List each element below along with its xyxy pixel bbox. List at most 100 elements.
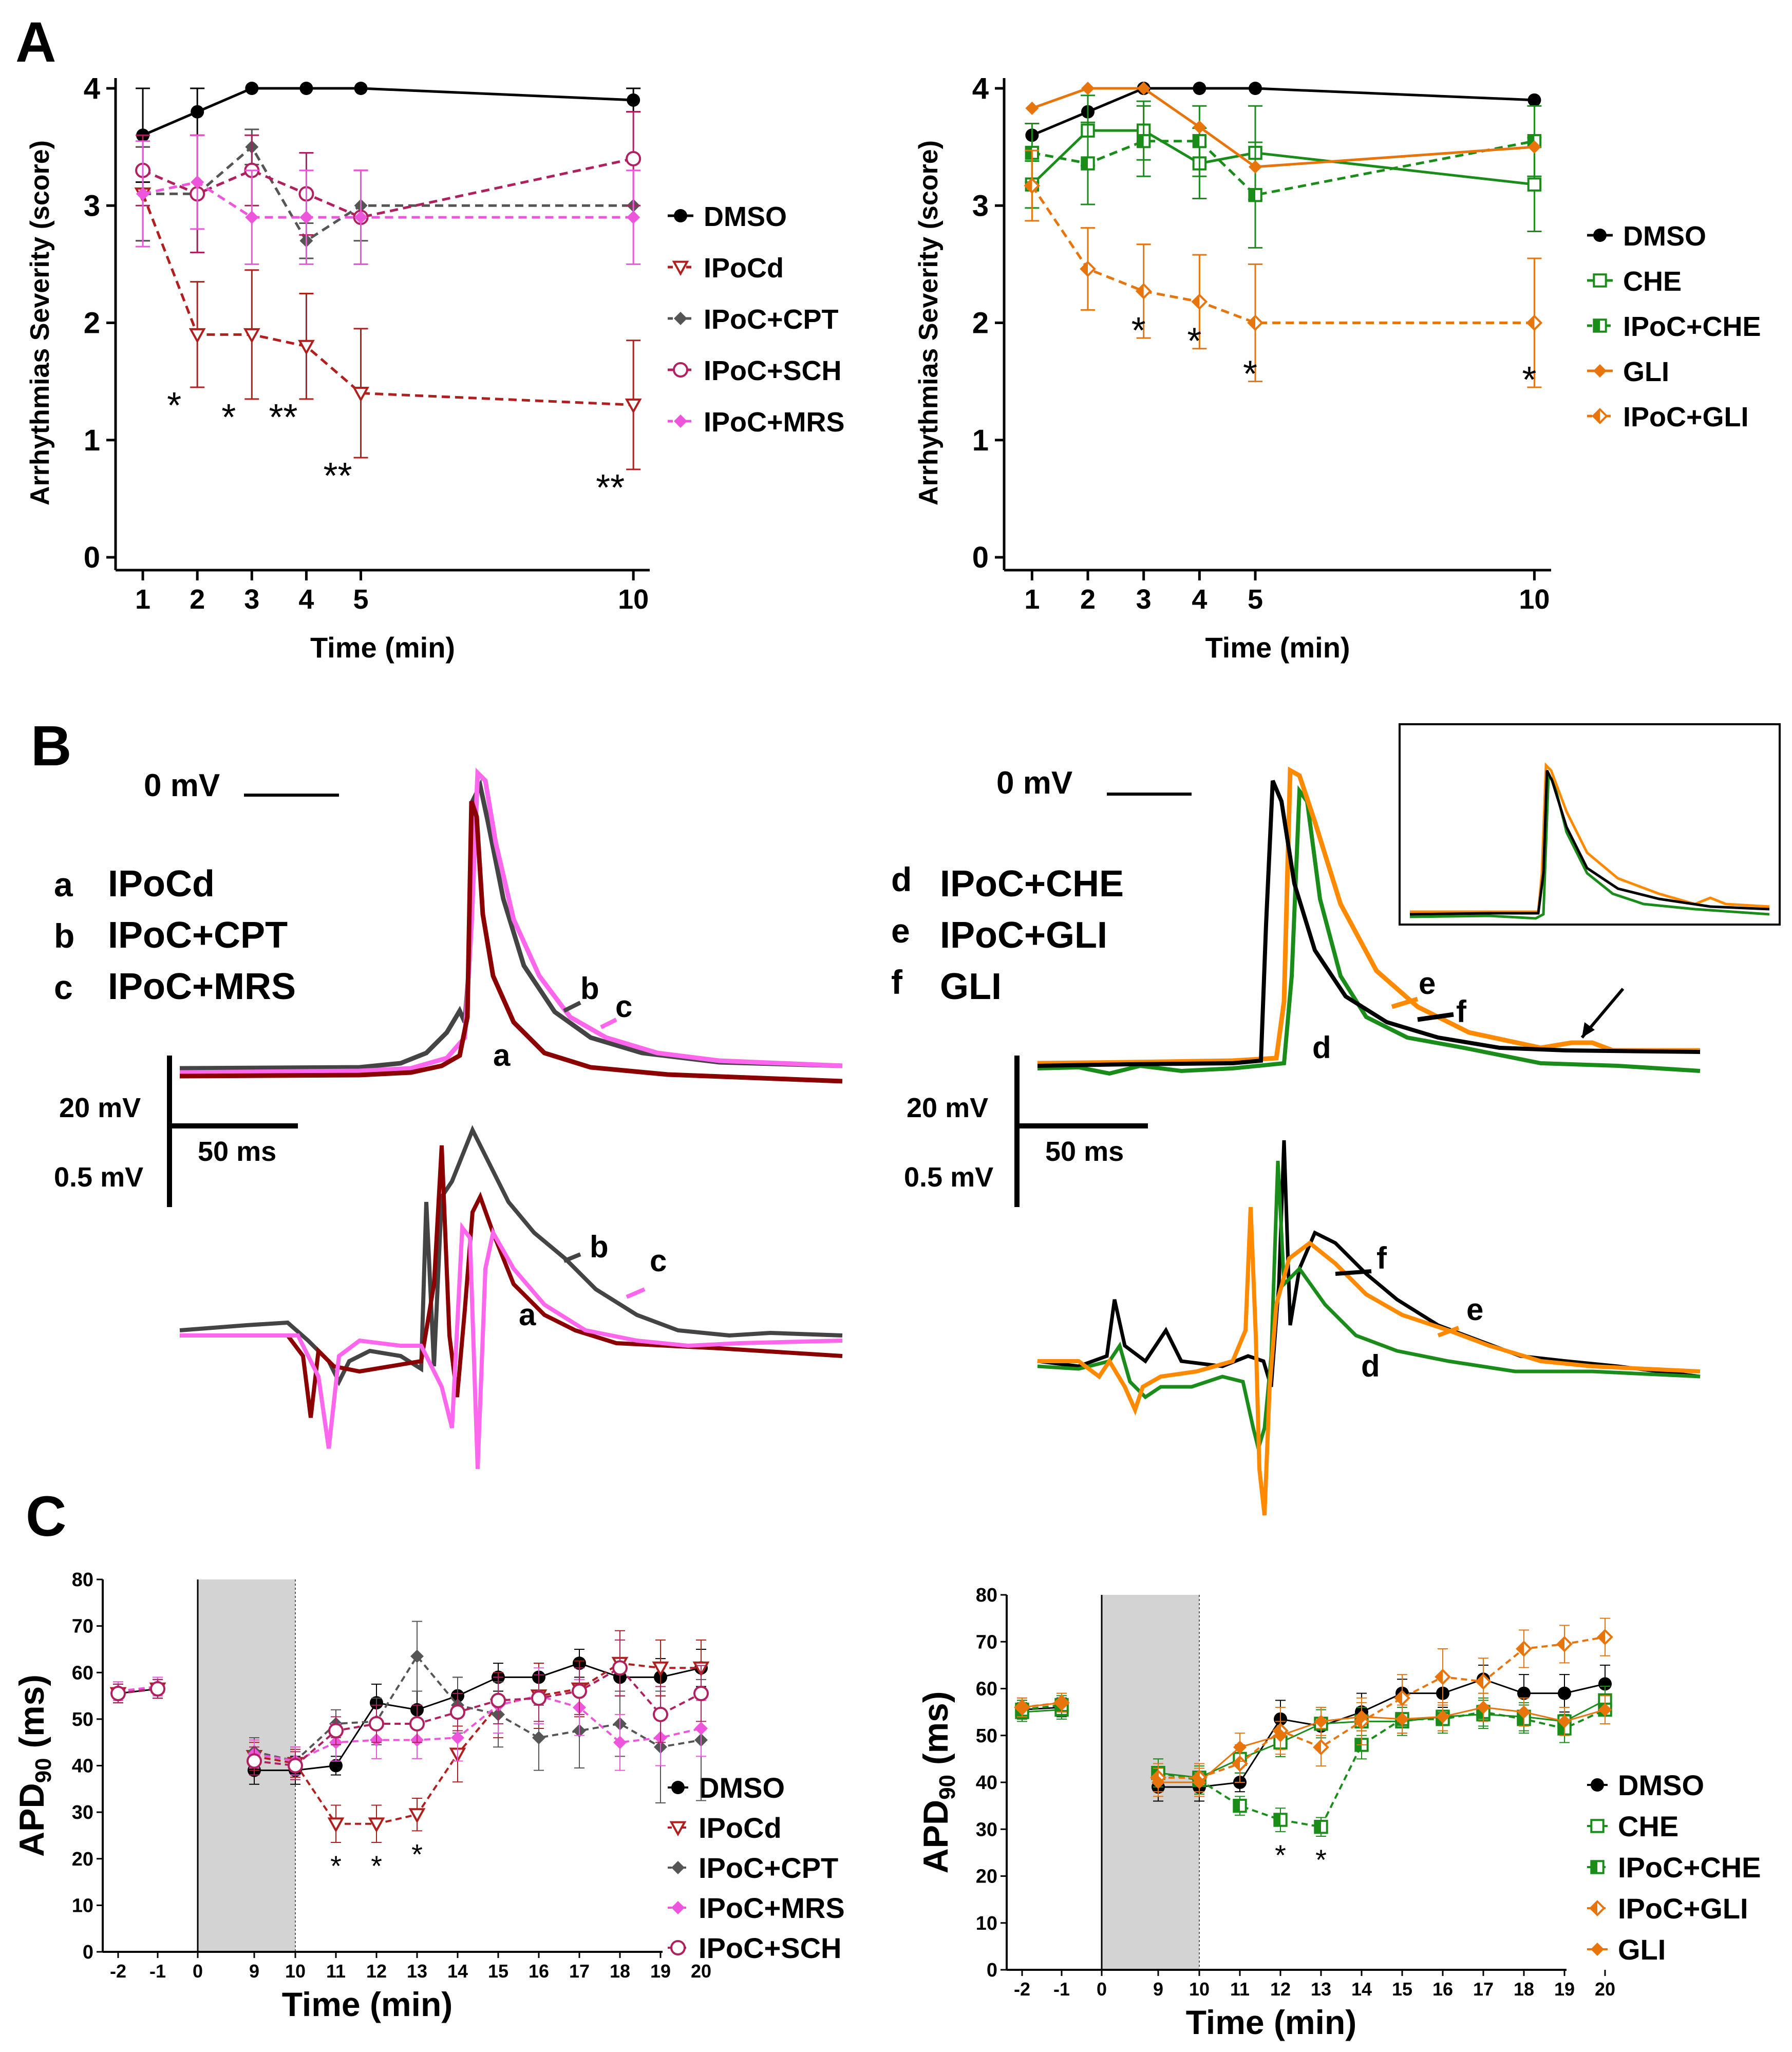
trace-ap-f <box>1037 780 1701 1068</box>
data-point-ipocgli-fill <box>1517 1642 1524 1655</box>
data-point-ipocgli-fill <box>1193 295 1200 309</box>
data-point-ipocgli <box>1597 1629 1613 1645</box>
data-point-gli <box>1233 1740 1247 1754</box>
y-tick-label: 60 <box>72 1662 93 1684</box>
significance-star: * <box>1187 321 1201 362</box>
data-point-ipocd <box>625 398 642 414</box>
significance-star: * <box>221 397 236 438</box>
legend-marker-che <box>1593 273 1607 288</box>
significance-star: * <box>371 1850 382 1882</box>
legend-label: CHE <box>1618 1810 1678 1842</box>
significance-star: * <box>1243 354 1257 395</box>
legend-item-ipocgli: IPoC+GLI <box>1587 402 1749 432</box>
x-axis-label: Time (min) <box>1205 631 1350 664</box>
legend-marker-sch <box>670 1940 686 1955</box>
trace-label-e-top: e <box>1419 966 1436 1001</box>
y-axis-label: APD90 (ms) <box>916 1691 960 1874</box>
data-point-ipocche-fill <box>1234 1799 1240 1812</box>
trace-ecg-e <box>1038 1207 1701 1516</box>
data-point-ipocche <box>1273 1813 1288 1827</box>
legend-marker-che <box>1590 1819 1605 1833</box>
x-tick-label: 10 <box>1519 584 1550 615</box>
data-point-gli <box>1055 1696 1068 1709</box>
series-mrs <box>136 134 641 265</box>
trace-tick-b-top <box>563 1001 581 1013</box>
series-line-sch <box>142 157 634 219</box>
x-tick-label: 15 <box>1392 1979 1412 2000</box>
legend-marker-gli <box>1591 1943 1604 1956</box>
data-point-sch <box>110 1686 126 1702</box>
data-point-ipocgli <box>1024 177 1041 194</box>
legend-item-che: CHE <box>1587 266 1682 297</box>
legend-label: CHE <box>1623 266 1682 297</box>
chart-c-left: 0 10 20 30 40 50 60 70 80 -2 -1 0 9 10 11 12 13 14 15 16 17 1… <box>12 1569 845 2023</box>
zero-mv-label-right: 0 mV <box>996 765 1072 801</box>
series-line-gli <box>1158 1706 1606 1783</box>
x-tick-label: 1 <box>1024 584 1040 615</box>
series-line-che <box>1031 129 1535 186</box>
trace-ap-c <box>179 767 843 1075</box>
legend-item-cpt: IPoC+CPT <box>668 304 839 335</box>
series-dmso <box>1025 82 1541 142</box>
data-point-gli <box>1249 160 1262 174</box>
trace-ecg-c <box>180 1221 843 1470</box>
data-point-ipocgli-fill <box>1314 1740 1321 1754</box>
y-tick-label: 70 <box>976 1631 997 1653</box>
series-line-dmso <box>1158 1678 1606 1788</box>
series-cpt <box>136 128 640 259</box>
legend-label: DMSO <box>1623 221 1706 252</box>
y-axis-label-sub: 90 <box>31 1758 56 1783</box>
inset-trace-f <box>1409 769 1770 916</box>
legend-marker-mrs <box>671 1901 685 1914</box>
legend-name-c: IPoC+MRS <box>108 966 296 1007</box>
significance-star: * <box>330 1850 342 1882</box>
data-point-dmso <box>1193 82 1206 95</box>
x-tick-label: -1 <box>1053 1979 1070 2000</box>
legend-label: IPoC+CHE <box>1623 311 1761 342</box>
legend-item-gli: GLI <box>1587 356 1669 387</box>
legend-marker-ipocgli-fill <box>1591 1902 1597 1915</box>
data-point-mrs <box>354 211 368 224</box>
data-point-ipocgli-fill <box>1527 316 1535 330</box>
shaded-ischemia-region <box>198 1579 295 1952</box>
x-tick-label: 5 <box>1248 584 1263 615</box>
series-line-dmso <box>254 1662 702 1772</box>
data-point-mrs <box>191 175 204 189</box>
x-tick-label: 10 <box>285 1961 306 1982</box>
data-point-ipocgli <box>1080 260 1096 277</box>
legend-item-mrs: IPoC+MRS <box>668 1892 845 1924</box>
trace-label-f-bottom: f <box>1376 1241 1387 1275</box>
series-gli <box>1015 1692 1612 1797</box>
data-point-mrs <box>299 211 313 224</box>
data-point-ipocgli-fill <box>1477 1674 1483 1688</box>
data-point-sch <box>328 1723 344 1739</box>
x-axis-label: Time (min) <box>1186 2003 1356 2041</box>
significance-star: * <box>167 385 181 426</box>
series-line-ipocgli <box>1158 1636 1606 1779</box>
series-line-ipocche <box>1031 140 1535 197</box>
legend-item-dmso: DMSO <box>1587 1769 1704 1801</box>
data-point-gli <box>1527 140 1541 154</box>
data-point-ipocgli-fill <box>1233 1757 1240 1771</box>
series-che <box>1025 95 1542 232</box>
data-point-ipocche-fill <box>1249 189 1256 201</box>
significance-star: * <box>1131 310 1146 351</box>
data-point-sch <box>288 1758 303 1774</box>
data-point-cpt <box>532 1731 545 1745</box>
scale-20mv-left: 20 mV <box>59 1093 141 1123</box>
series-line-mrs <box>142 180 634 219</box>
data-point-dmso <box>1527 93 1541 107</box>
data-point-ipocd <box>652 1661 669 1677</box>
data-point-ipocgli <box>1191 293 1208 310</box>
data-point-ipocgli <box>1516 1641 1532 1657</box>
data-point-dmso <box>354 82 368 95</box>
trace-label-c-bottom: c <box>650 1244 667 1278</box>
data-point-ipocgli <box>1526 314 1543 331</box>
data-point-ipocgli-fill <box>1436 1670 1443 1684</box>
data-point-ipocgli <box>1313 1739 1329 1756</box>
legend-marker-sch <box>673 362 688 378</box>
legend-item-dmso: DMSO <box>668 1772 785 1804</box>
data-point-gli <box>1598 1703 1612 1717</box>
data-point-ipocgli-fill <box>1249 316 1256 330</box>
